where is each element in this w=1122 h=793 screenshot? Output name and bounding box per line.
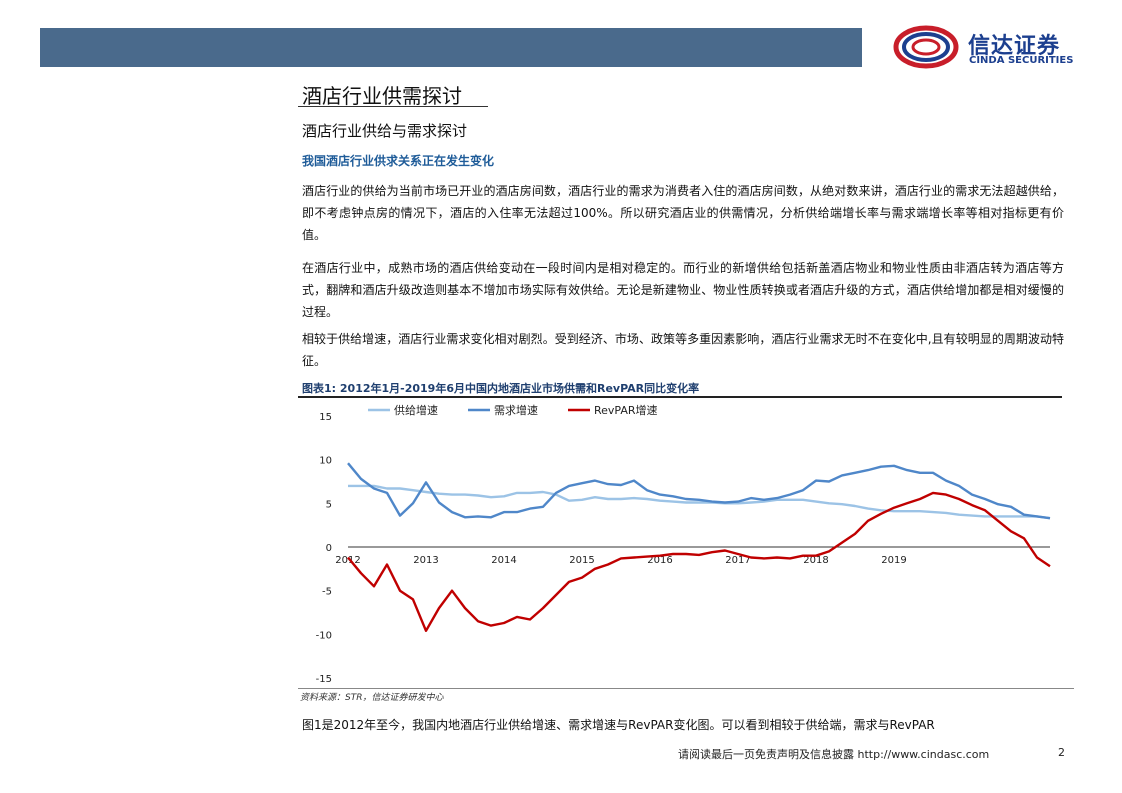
y-tick-label: -10 [316, 630, 332, 641]
legend-label-2: 需求增速 [494, 403, 538, 417]
x-tick-label: 2018 [803, 555, 828, 566]
figure-source: 资料来源：STR，信达证券研发中心 [300, 693, 444, 703]
logo-chinese-text: 信达证券 [968, 34, 1061, 59]
line-chart: 15 10 5 0 -5 -10 -15 2012 2013 2014 2015 2016 2017 20… [316, 403, 1051, 685]
page-number: 2 [1058, 746, 1065, 759]
y-tick-label: -5 [322, 587, 332, 598]
paragraph-2: 在酒店行业中，成熟市场的酒店供给变动在一段时间内是相对稳定的。而行业的新增供给包… [302, 261, 1064, 319]
logo-swirl-icon [893, 25, 959, 69]
subheading: 我国酒店行业供求关系正在发生变化 [302, 154, 495, 168]
section-title: 酒店行业供需探讨 [302, 84, 462, 108]
y-tick-label: 0 [326, 543, 332, 554]
paragraph-3: 相较于供给增速，酒店行业需求变化相对剧烈。受到经济、市场、政策等多重因素影响，酒… [302, 332, 1064, 368]
footer-disclaimer: 请阅读最后一页免责声明及信息披露 http://www.cindasc.com [678, 748, 990, 761]
y-tick-label: 15 [319, 412, 332, 423]
series-line-2 [347, 462, 1051, 520]
x-tick-label: 2017 [725, 555, 750, 566]
figure-title: 图表1: 2012年1月-2019年6月中国内地酒店业市场供需和RevPAR同比… [302, 382, 700, 395]
y-tick-label: 10 [319, 456, 332, 467]
x-tick-label: 2012 [335, 555, 360, 566]
subsection-title: 酒店行业供给与需求探讨 [302, 122, 468, 140]
logo-english-text: CINDA SECURITIES [969, 55, 1074, 66]
x-tick-label: 2013 [413, 555, 438, 566]
chart-container: 15 10 5 0 -5 -10 -15 2012 2013 2014 2015 2016 2017 20… [298, 398, 1074, 689]
x-tick-label: 2015 [569, 555, 594, 566]
title-divider [298, 106, 488, 107]
y-tick-label: -15 [316, 674, 332, 685]
cinda-logo: 信达证券 CINDA SECURITIES [890, 24, 1090, 70]
x-tick-label: 2016 [647, 555, 672, 566]
series-line-1 [348, 484, 1051, 520]
legend-label-1: 供给增速 [394, 403, 438, 417]
legend-label-3: RevPAR增速 [594, 403, 658, 417]
x-tick-label: 2014 [491, 555, 516, 566]
x-tick-label: 2019 [881, 555, 906, 566]
header-bar [40, 28, 862, 67]
y-tick-label: 5 [326, 499, 332, 510]
figure-divider [298, 396, 1062, 398]
paragraph-1: 酒店行业的供给为当前市场已开业的酒店房间数，酒店行业的需求为消费者入住的酒店房间… [302, 184, 1064, 242]
paragraph-4: 图1是2012年至今，我国内地酒店行业供给增速、需求增速与RevPAR变化图。可… [302, 718, 935, 732]
series-line-3 [347, 491, 1051, 633]
